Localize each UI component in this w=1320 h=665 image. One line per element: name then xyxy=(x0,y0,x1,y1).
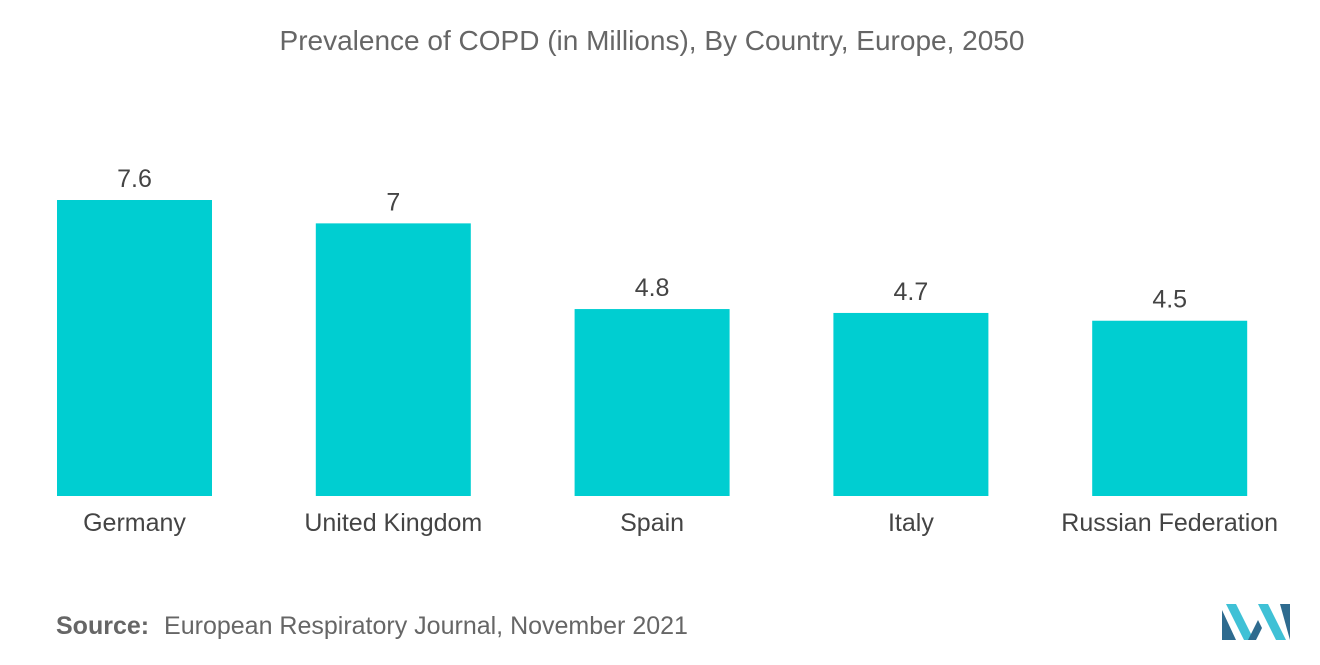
source-label: Source: xyxy=(56,612,150,640)
value-labels-group: 7.6 7 4.8 4.7 4.5 xyxy=(117,165,1187,314)
bar-spain xyxy=(574,309,730,496)
bar-united-kingdom xyxy=(315,223,471,497)
bar-germany xyxy=(57,200,212,496)
category-label: Spain xyxy=(620,509,684,537)
mordor-intelligence-logo-icon xyxy=(1222,604,1290,640)
category-label: Germany xyxy=(83,509,186,537)
bars-group xyxy=(57,200,1248,497)
value-label: 7 xyxy=(386,188,400,216)
source-note: Source: European Respiratory Journal, No… xyxy=(56,612,688,641)
category-labels-group: Germany United Kingdom Spain Italy Russian F… xyxy=(83,509,1278,537)
chart-title: Prevalence of COPD (in Millions), By Cou… xyxy=(280,25,1025,56)
bar-russian-federation xyxy=(1092,320,1248,496)
value-label: 4.8 xyxy=(635,274,670,302)
bar-italy xyxy=(833,312,989,496)
category-label: Italy xyxy=(888,509,934,537)
source-text: European Respiratory Journal, November 2… xyxy=(164,612,688,640)
category-label: Russian Federation xyxy=(1061,509,1278,537)
value-label: 4.5 xyxy=(1152,286,1187,314)
value-label: 4.7 xyxy=(894,278,929,306)
category-label: United Kingdom xyxy=(304,509,482,537)
value-label: 7.6 xyxy=(117,165,152,193)
